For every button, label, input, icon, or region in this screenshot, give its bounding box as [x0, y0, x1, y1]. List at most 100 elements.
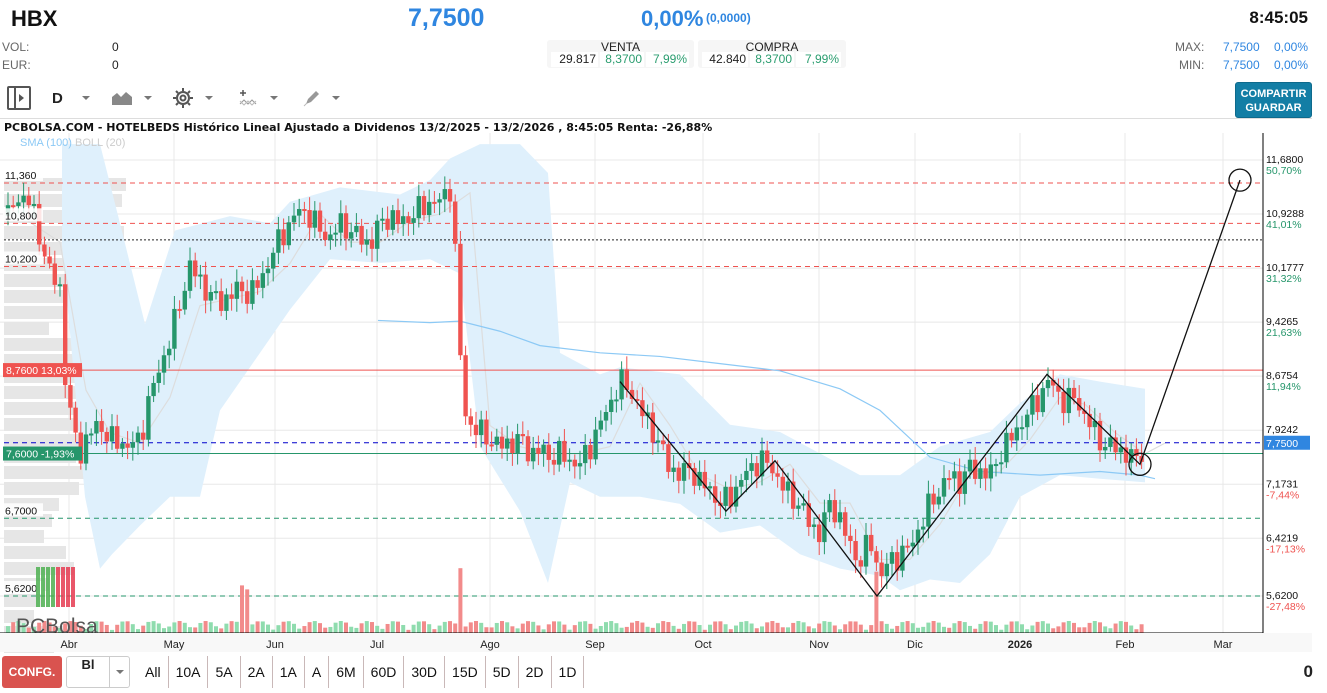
candle-body [427, 201, 432, 216]
range-button-all[interactable]: All [138, 656, 169, 688]
volume-bar [437, 625, 442, 633]
volume-bar [245, 589, 250, 633]
volume-bar [141, 625, 146, 633]
range-button-2d[interactable]: 2D [519, 656, 552, 688]
sell-price: 8,3700 [600, 52, 644, 67]
scale-dropdown-toggle[interactable] [109, 657, 130, 687]
volume-bar [708, 624, 712, 633]
volume-bar [786, 627, 790, 633]
volume-bar [16, 621, 21, 633]
max-label: MAX: [1174, 40, 1205, 54]
range-button-a[interactable]: A [305, 656, 330, 688]
candle-body [208, 292, 213, 301]
x-axis-label: Jun [266, 639, 284, 651]
candle-body [614, 399, 619, 402]
range-button-1d[interactable]: 1D [552, 656, 585, 688]
candle-body [770, 462, 775, 474]
y-axis-price-label: 5,6200 [1266, 590, 1298, 602]
candle-body [531, 447, 536, 462]
y-axis-pct-label: -27,48% [1266, 601, 1305, 613]
volume-bar [151, 621, 156, 633]
candle-body [1092, 420, 1097, 428]
volume-bar [572, 625, 577, 633]
volume-bar [728, 629, 733, 633]
volume-bar [479, 622, 484, 633]
volume-bar [754, 628, 759, 633]
volume-bar [838, 629, 842, 633]
left-label-bg [3, 208, 43, 222]
candle-body [239, 281, 245, 292]
volume-bar [1108, 628, 1113, 633]
candle-body [1009, 432, 1014, 441]
range-button-5a[interactable]: 5A [208, 656, 241, 688]
range-button-10a[interactable]: 10A [169, 656, 209, 688]
range-button-2a[interactable]: 2A [241, 656, 273, 688]
eur-value: 0 [112, 58, 119, 72]
config-button[interactable]: CONFG. [2, 656, 62, 688]
candle-body [245, 291, 250, 304]
last-price: 7,7500 [408, 4, 485, 32]
scale-select[interactable]: Bl [66, 656, 130, 688]
logo-bar [46, 567, 50, 607]
range-button-15d[interactable]: 15D [445, 656, 486, 688]
panel-toggle-button[interactable] [7, 86, 31, 110]
candle-body [286, 222, 291, 246]
chart-type-dropdown[interactable] [112, 86, 152, 110]
volume-bar [203, 621, 208, 633]
range-button-6m[interactable]: 6M [329, 656, 364, 688]
candle-body [775, 473, 780, 477]
candle-body [931, 493, 936, 505]
volume-bar [167, 626, 172, 633]
volume-bar [338, 621, 343, 633]
legend-sma[interactable]: SMA (100) [20, 137, 72, 149]
range-button-30d[interactable]: 30D [404, 656, 446, 688]
candle-body [255, 280, 260, 288]
period-dropdown[interactable]: D [52, 86, 90, 110]
range-button-1a[interactable]: 1A [273, 656, 305, 688]
candle-body [395, 210, 401, 225]
range-button-60d[interactable]: 60D [364, 656, 405, 688]
x-axis-bg [0, 633, 1312, 652]
candle-body [1071, 387, 1077, 399]
share-save-button[interactable]: COMPARTIR GUARDAR [1235, 82, 1312, 118]
volume-bar [260, 621, 265, 633]
volume-bar [853, 621, 858, 633]
order-book-sell: VENTA 29.817 8,3700 7,99% [547, 40, 694, 68]
candle-body [182, 290, 187, 310]
volume-bar [104, 624, 109, 633]
panel-toggle-icon [7, 86, 31, 110]
y-axis-pct-label: 50,70% [1266, 165, 1302, 177]
candle-body [858, 560, 863, 567]
candle-body [666, 444, 671, 472]
candle-body [416, 196, 421, 219]
price-chart[interactable]: Abr May Jun Jul Ago Sep Oct Nov Dic 2026 Feb Mar 11,… [0, 133, 1327, 653]
candle-body [1113, 437, 1118, 453]
volume-bar [916, 627, 920, 633]
bottom-bar: CONFG. Bl All 10A 5A 2A 1A A 6M 60D 30D 15D 5D 2D 1D… [0, 656, 1327, 688]
settings-dropdown[interactable] [172, 86, 213, 110]
candle-body [203, 274, 208, 301]
volume-bar [302, 626, 307, 633]
x-axis-label: Sep [585, 639, 605, 651]
range-selector: All 10A 5A 2A 1A A 6M 60D 30D 15D 5D 2D 1D [138, 656, 585, 688]
candle-body [224, 294, 229, 311]
volume-bar [713, 621, 718, 633]
indicators-dropdown[interactable] [238, 86, 278, 110]
chevron-down-icon [205, 96, 213, 100]
volume-value: 0 [112, 40, 119, 54]
logo-bar [36, 567, 40, 607]
volume-bar [427, 624, 432, 633]
range-button-5d[interactable]: 5D [486, 656, 519, 688]
volume-bar [401, 624, 406, 633]
volume-bar [832, 625, 837, 633]
drawing-dropdown[interactable] [303, 86, 340, 110]
volume-bar [1009, 621, 1014, 633]
candle-body [900, 545, 905, 571]
volume-bar [780, 627, 785, 633]
candle-body [915, 529, 921, 543]
volume-bar [344, 622, 348, 633]
candle-body [952, 471, 957, 479]
legend-boll[interactable]: BOLL (20) [75, 137, 126, 149]
level-tag [3, 446, 82, 461]
candle-body [380, 218, 385, 221]
